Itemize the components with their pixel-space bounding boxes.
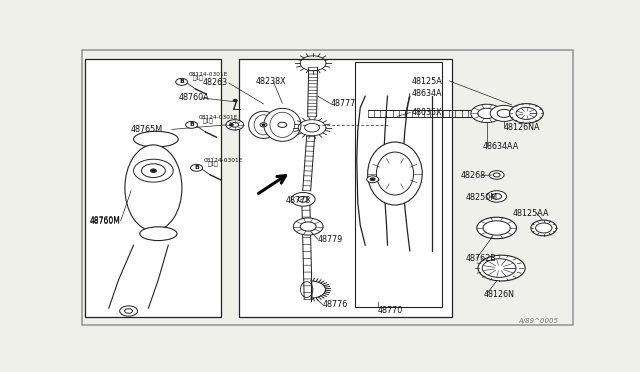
- Circle shape: [150, 169, 156, 172]
- Circle shape: [478, 108, 495, 119]
- Text: 48770: 48770: [378, 306, 403, 315]
- Text: 08124-0301E: 08124-0301E: [199, 115, 239, 120]
- Circle shape: [293, 218, 323, 235]
- Circle shape: [125, 309, 132, 313]
- Circle shape: [120, 306, 138, 316]
- Ellipse shape: [483, 259, 516, 278]
- Text: （1）: （1）: [203, 118, 214, 124]
- Text: 48634A: 48634A: [412, 89, 442, 98]
- FancyBboxPatch shape: [239, 59, 452, 317]
- Circle shape: [229, 124, 233, 126]
- Circle shape: [231, 122, 239, 127]
- Ellipse shape: [477, 217, 516, 239]
- Text: 48125A: 48125A: [412, 77, 442, 86]
- FancyBboxPatch shape: [83, 50, 573, 326]
- Circle shape: [278, 122, 287, 128]
- Circle shape: [492, 193, 502, 199]
- Ellipse shape: [140, 227, 177, 241]
- Ellipse shape: [300, 282, 313, 298]
- Circle shape: [176, 78, 188, 85]
- Text: （1）: （1）: [193, 75, 204, 81]
- Ellipse shape: [134, 131, 178, 147]
- Circle shape: [497, 109, 511, 118]
- Text: 08124-0301E: 08124-0301E: [204, 158, 243, 163]
- Text: 48777: 48777: [331, 99, 356, 108]
- Circle shape: [260, 123, 267, 127]
- Text: 48634AA: 48634AA: [483, 142, 519, 151]
- Circle shape: [489, 171, 504, 179]
- Text: 48125AA: 48125AA: [513, 209, 549, 218]
- Ellipse shape: [536, 223, 552, 233]
- Text: 48126NA: 48126NA: [504, 123, 541, 132]
- Ellipse shape: [264, 108, 301, 141]
- Circle shape: [486, 191, 507, 202]
- Text: A/89^0005: A/89^0005: [518, 318, 559, 324]
- Ellipse shape: [516, 108, 537, 119]
- Ellipse shape: [531, 220, 557, 236]
- Text: 48765M: 48765M: [131, 125, 163, 135]
- Circle shape: [141, 164, 165, 177]
- Ellipse shape: [270, 112, 295, 137]
- Text: 48035X: 48035X: [412, 108, 442, 117]
- Circle shape: [191, 164, 202, 171]
- Text: 48779: 48779: [318, 235, 344, 244]
- Circle shape: [471, 104, 502, 122]
- Text: B: B: [194, 165, 199, 170]
- Circle shape: [367, 176, 379, 183]
- Text: 48776: 48776: [323, 300, 348, 309]
- Ellipse shape: [125, 145, 182, 231]
- Circle shape: [298, 196, 308, 202]
- Ellipse shape: [254, 115, 273, 135]
- Ellipse shape: [478, 255, 525, 281]
- Circle shape: [370, 178, 375, 181]
- Circle shape: [233, 99, 237, 102]
- Ellipse shape: [483, 221, 510, 235]
- Text: B: B: [179, 79, 184, 84]
- Circle shape: [493, 173, 500, 177]
- Text: 48250M: 48250M: [466, 193, 498, 202]
- Text: 48760M: 48760M: [90, 217, 121, 226]
- Text: （1）: （1）: [208, 161, 219, 167]
- Text: 48268: 48268: [460, 171, 486, 180]
- Text: 48238X: 48238X: [256, 77, 287, 86]
- Text: 48760M: 48760M: [90, 216, 121, 225]
- FancyBboxPatch shape: [85, 59, 221, 317]
- Text: 48126N: 48126N: [484, 290, 515, 299]
- Text: 08124-0301E: 08124-0301E: [189, 72, 228, 77]
- Text: 48778: 48778: [286, 196, 311, 205]
- Text: 48762B: 48762B: [466, 254, 497, 263]
- Circle shape: [490, 105, 518, 121]
- Ellipse shape: [376, 152, 413, 195]
- Ellipse shape: [509, 104, 543, 123]
- Text: B: B: [189, 122, 194, 127]
- Text: 48263: 48263: [202, 78, 228, 87]
- Ellipse shape: [367, 142, 422, 205]
- Circle shape: [134, 159, 173, 182]
- Ellipse shape: [248, 111, 278, 138]
- Ellipse shape: [305, 124, 319, 132]
- Circle shape: [262, 124, 265, 126]
- Circle shape: [300, 222, 316, 231]
- Circle shape: [186, 121, 198, 128]
- Text: 48760A: 48760A: [178, 93, 209, 102]
- Circle shape: [291, 192, 315, 206]
- Circle shape: [226, 120, 244, 130]
